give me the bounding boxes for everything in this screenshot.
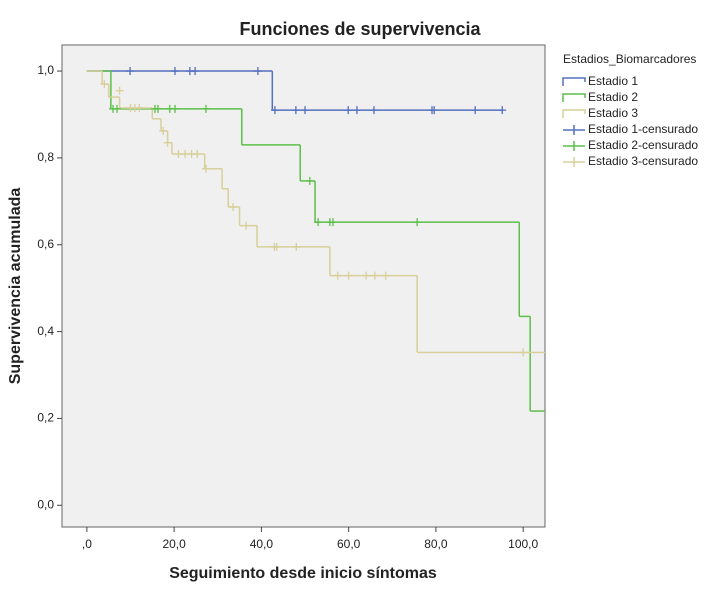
- legend-swatch: [563, 125, 585, 135]
- censor-mark: [191, 67, 200, 76]
- censor-mark: [270, 106, 279, 115]
- y-tick-label: 0,2: [37, 411, 54, 425]
- censor-mark: [301, 106, 310, 115]
- y-tick-label: 0,4: [37, 324, 54, 338]
- censor-mark: [112, 104, 121, 113]
- censor-mark: [201, 164, 210, 173]
- censor-mark: [333, 271, 342, 280]
- legend-swatch: [562, 93, 586, 102]
- legend-swatch: [562, 109, 586, 118]
- censor-mark: [115, 86, 124, 95]
- censor-mark: [272, 242, 281, 251]
- censor-mark: [328, 218, 337, 227]
- censor-mark: [163, 138, 172, 147]
- censor-mark: [291, 106, 300, 115]
- plot-area: [61, 44, 546, 528]
- censor-mark: [381, 271, 390, 280]
- legend-swatch: [562, 77, 586, 86]
- censor-mark: [413, 218, 422, 227]
- censor-mark: [100, 80, 109, 89]
- x-tick-label: 60,0: [337, 537, 361, 551]
- censor-mark: [135, 103, 144, 112]
- censor-mark: [369, 106, 378, 115]
- censor-mark: [159, 126, 168, 135]
- censor-mark: [253, 67, 262, 76]
- censor-mark: [362, 271, 371, 280]
- x-tick-label: 100,0: [508, 537, 538, 551]
- y-tick-label: 0,6: [37, 237, 54, 251]
- censor-mark: [229, 202, 238, 211]
- legend-label: Estadio 1-censurado: [588, 122, 698, 136]
- censor-mark: [242, 221, 251, 230]
- legend-title: Estadios_Biomarcadores: [563, 52, 696, 66]
- censor-mark: [201, 104, 210, 113]
- x-axis-title: Seguimiento desde inicio síntomas: [169, 565, 437, 582]
- censor-mark: [430, 106, 439, 115]
- censor-mark: [519, 348, 528, 357]
- censor-mark: [344, 271, 353, 280]
- censor-mark: [292, 242, 301, 251]
- x-tick-label: ,0: [82, 537, 92, 551]
- censor-mark: [126, 67, 135, 76]
- censor-mark: [193, 149, 202, 158]
- x-tick-label: 40,0: [250, 537, 274, 551]
- y-tick-label: 0,8: [37, 150, 54, 164]
- censor-mark: [171, 67, 180, 76]
- chart-title: Funciones de supervivencia: [239, 19, 481, 39]
- censor-mark: [171, 104, 180, 113]
- y-axis-title: Supervivencia acumulada: [7, 188, 24, 385]
- legend-label: Estadio 3: [588, 106, 638, 120]
- x-tick-label: 20,0: [162, 537, 186, 551]
- censor-mark: [314, 218, 323, 227]
- censor-mark: [471, 106, 480, 115]
- legend-label: Estadio 1: [588, 74, 638, 88]
- censor-mark: [305, 176, 314, 185]
- legend-swatch: [563, 157, 585, 167]
- legend-label: Estadio 2: [588, 90, 638, 104]
- x-tick-label: 80,0: [424, 537, 448, 551]
- y-tick-label: 0,0: [37, 497, 54, 511]
- censor-mark: [344, 106, 353, 115]
- censor-mark: [498, 106, 507, 115]
- censor-mark: [370, 271, 379, 280]
- legend-label: Estadio 2-censurado: [588, 138, 698, 152]
- y-tick-label: 1,0: [37, 63, 54, 77]
- censor-mark: [352, 106, 361, 115]
- legend-swatch: [563, 141, 585, 151]
- legend-label: Estadio 3-censurado: [588, 154, 698, 168]
- censor-mark: [153, 104, 162, 113]
